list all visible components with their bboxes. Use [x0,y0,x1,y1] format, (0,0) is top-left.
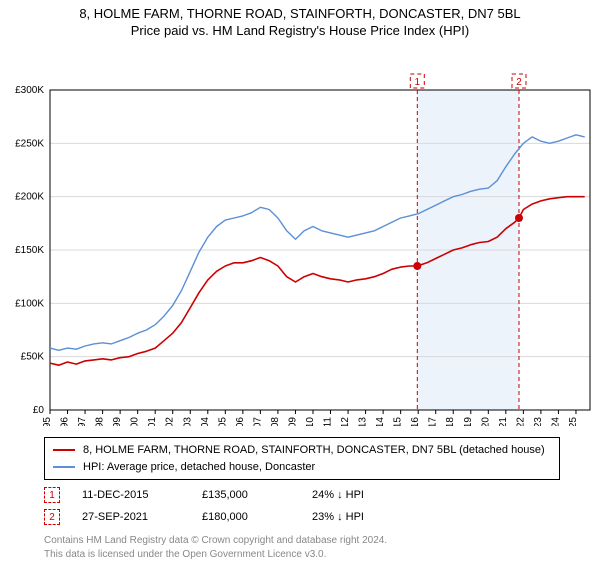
svg-text:2005: 2005 [217,417,228,426]
svg-text:1996: 1996 [60,417,71,426]
legend-row-property: 8, HOLME FARM, THORNE ROAD, STAINFORTH, … [53,442,551,459]
legend: 8, HOLME FARM, THORNE ROAD, STAINFORTH, … [44,437,560,480]
svg-text:2006: 2006 [235,417,246,426]
legend-row-hpi: HPI: Average price, detached house, Donc… [53,459,551,476]
chart-title-address: 8, HOLME FARM, THORNE ROAD, STAINFORTH, … [0,6,600,21]
chart-area: £0 £50K £100K £150K £200K £250K £300K 1995 1996 1… [0,38,600,431]
svg-text:2009: 2009 [287,417,298,426]
sale-pct: 24% ↓ HPI [312,489,432,501]
svg-text:2021: 2021 [498,417,509,426]
svg-text:2: 2 [516,77,522,88]
svg-text:2002: 2002 [165,417,176,426]
svg-text:2004: 2004 [200,417,211,426]
svg-text:2014: 2014 [375,417,386,426]
sale-date: 11-DEC-2015 [82,489,202,501]
legend-label-property: 8, HOLME FARM, THORNE ROAD, STAINFORTH, … [83,442,545,459]
sale-marker-icon: 2 [44,509,60,525]
svg-text:2007: 2007 [252,417,263,426]
svg-text:2000: 2000 [130,417,141,426]
svg-text:2022: 2022 [515,417,526,426]
svg-text:1995: 1995 [42,417,53,426]
legend-swatch-hpi [53,466,75,468]
svg-text:2019: 2019 [463,417,474,426]
sale-date: 27-SEP-2021 [82,511,202,523]
svg-text:£50K: £50K [21,352,45,363]
svg-text:2001: 2001 [147,417,158,426]
svg-text:1997: 1997 [77,417,88,426]
svg-text:£150K: £150K [15,245,44,256]
footer-attribution: Contains HM Land Registry data © Crown c… [44,534,560,562]
chart-title-subtitle: Price paid vs. HM Land Registry's House … [0,23,600,38]
svg-text:£0: £0 [33,405,45,416]
svg-text:2012: 2012 [340,417,351,426]
sale-price: £180,000 [202,511,312,523]
svg-text:2024: 2024 [550,417,561,426]
sales-table: 1 11-DEC-2015 £135,000 24% ↓ HPI 2 27-SE… [44,484,560,528]
svg-text:2013: 2013 [358,417,369,426]
svg-text:2011: 2011 [323,417,334,426]
table-row: 2 27-SEP-2021 £180,000 23% ↓ HPI [44,506,560,528]
svg-text:1998: 1998 [95,417,106,426]
chart-svg: £0 £50K £100K £150K £200K £250K £300K 1995 1996 1… [0,38,600,426]
svg-text:2018: 2018 [445,417,456,426]
footer-line1: Contains HM Land Registry data © Crown c… [44,534,560,548]
svg-text:1: 1 [415,77,421,88]
sale-marker-icon: 1 [44,487,60,503]
svg-text:2025: 2025 [568,417,579,426]
svg-text:2008: 2008 [270,417,281,426]
svg-text:£200K: £200K [15,192,44,203]
svg-text:2017: 2017 [428,417,439,426]
svg-text:2016: 2016 [410,417,421,426]
chart-title-block: 8, HOLME FARM, THORNE ROAD, STAINFORTH, … [0,0,600,38]
svg-text:1999: 1999 [112,417,123,426]
svg-text:£250K: £250K [15,138,44,149]
svg-text:2023: 2023 [533,417,544,426]
svg-text:2010: 2010 [305,417,316,426]
svg-text:2015: 2015 [393,417,404,426]
svg-text:2020: 2020 [480,417,491,426]
legend-swatch-property [53,449,75,451]
legend-label-hpi: HPI: Average price, detached house, Donc… [83,459,315,476]
sale-pct: 23% ↓ HPI [312,511,432,523]
table-row: 1 11-DEC-2015 £135,000 24% ↓ HPI [44,484,560,506]
svg-text:£300K: £300K [15,85,44,96]
svg-text:2003: 2003 [182,417,193,426]
svg-text:£100K: £100K [15,298,44,309]
sale-price: £135,000 [202,489,312,501]
